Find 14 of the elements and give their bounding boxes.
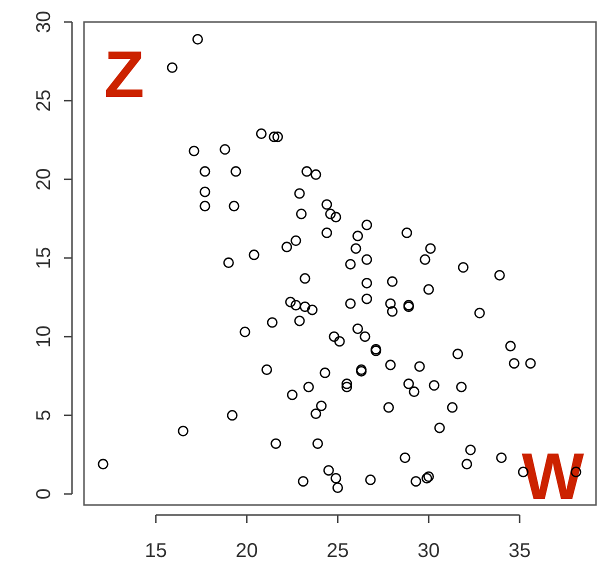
y-tick-label: 25 [33, 90, 55, 112]
annotation: W [522, 439, 585, 513]
y-tick-label: 20 [33, 168, 55, 190]
y-tick-label: 15 [33, 246, 55, 270]
y-tick-label: 10 [33, 326, 55, 348]
x-tick-label: 20 [236, 540, 258, 562]
x-tick-label: 30 [418, 540, 440, 562]
x-tick-label: 15 [144, 540, 167, 562]
x-tick-label: 25 [326, 540, 349, 562]
y-tick-label: 30 [33, 10, 55, 34]
y-tick-label: 0 [33, 488, 55, 500]
annotation: Z [104, 37, 144, 111]
y-tick-label: 5 [33, 410, 55, 421]
x-tick-label: 35 [508, 540, 531, 562]
